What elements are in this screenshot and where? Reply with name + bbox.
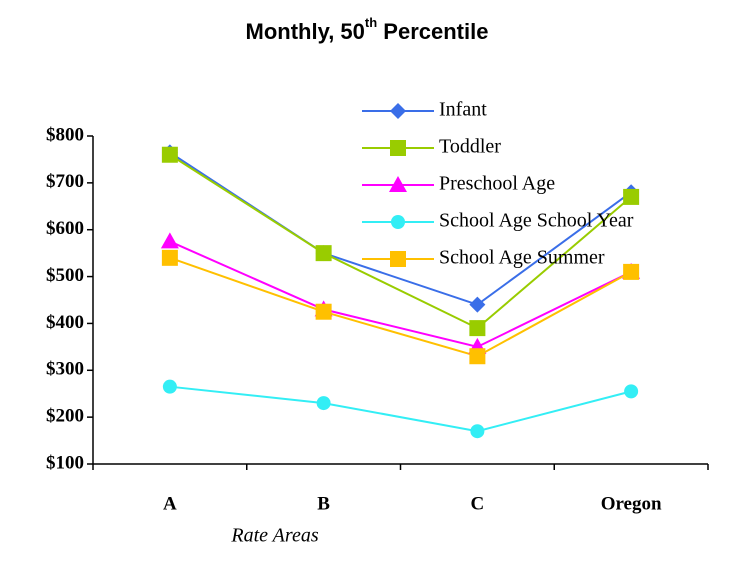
- marker: [469, 320, 486, 337]
- marker: [623, 188, 640, 205]
- legend-item: School Age Summer: [362, 247, 605, 269]
- title-part: Percentile: [377, 19, 488, 44]
- x-tick-label: A: [163, 493, 177, 514]
- y-tick-label: $200: [46, 406, 84, 427]
- title-superscript: th: [365, 15, 377, 30]
- marker: [469, 296, 486, 313]
- title-part: Monthly, 50: [246, 19, 365, 44]
- marker: [390, 251, 406, 267]
- legend-item: Toddler: [362, 136, 501, 158]
- marker: [624, 384, 639, 399]
- marker: [390, 103, 406, 119]
- series-line: [169, 385, 632, 433]
- marker: [161, 249, 178, 266]
- y-tick-label: $800: [46, 124, 84, 145]
- marker: [161, 146, 178, 163]
- legend-label: School Age Summer: [439, 247, 605, 269]
- x-tick-label: C: [471, 493, 485, 514]
- marker: [315, 303, 332, 320]
- marker: [315, 245, 332, 262]
- legend-item: Infant: [362, 99, 487, 121]
- marker: [469, 348, 486, 365]
- y-tick-label: $100: [46, 452, 84, 473]
- legend-label: Toddler: [439, 136, 501, 158]
- marker: [390, 140, 406, 156]
- x-axis-label: Rate Areas: [230, 525, 318, 547]
- x-tick-label: Oregon: [601, 493, 662, 514]
- marker: [160, 232, 179, 249]
- marker: [389, 176, 407, 192]
- legend-label: Preschool Age: [439, 173, 555, 195]
- y-tick-label: $300: [46, 359, 84, 380]
- marker: [391, 215, 405, 229]
- x-tick-label: B: [317, 493, 330, 514]
- legend-item: Preschool Age: [362, 173, 555, 195]
- y-tick-label: $400: [46, 312, 84, 333]
- legend-item: School Age School Year: [362, 210, 634, 232]
- y-tick-label: $600: [46, 218, 84, 239]
- series-line: [169, 256, 632, 358]
- chart-title: Monthly, 50th Percentile: [246, 15, 489, 43]
- series-line: [169, 240, 632, 348]
- y-tick-label: $700: [46, 171, 84, 192]
- marker: [623, 263, 640, 280]
- y-tick-label: $500: [46, 265, 84, 286]
- marker: [316, 396, 331, 411]
- series-line: [169, 153, 632, 330]
- marker: [162, 379, 177, 394]
- marker: [470, 424, 485, 439]
- legend-label: School Age School Year: [439, 210, 634, 232]
- legend-label: Infant: [439, 99, 487, 121]
